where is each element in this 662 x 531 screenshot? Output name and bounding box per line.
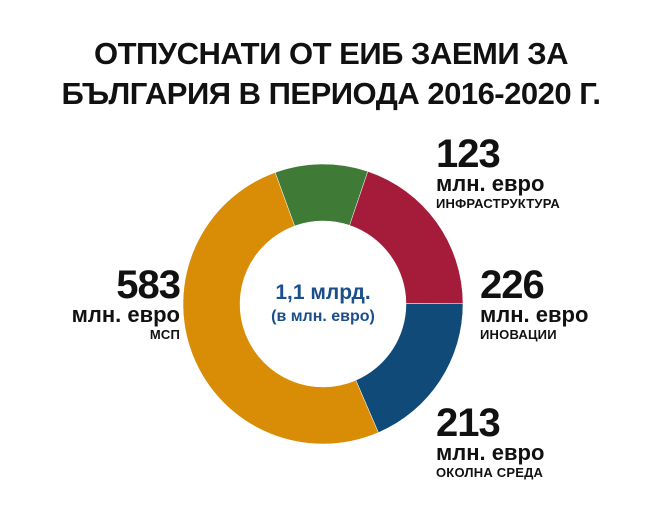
slice-value-innovation: 226 [480,263,545,307]
slice-category-infrastructure: ИНФРАСТРУКТУРА [436,196,561,211]
donut-slice-sme [182,172,379,445]
slice-value-sme: 583 [116,263,181,307]
center-total-label: 1,1 млрд. [275,281,371,304]
slice-unit-innovation: млн. евро [480,302,589,327]
slice-unit-infrastructure: млн. евро [436,171,545,196]
slice-label-environment: 213 млн. евро ОКОЛНА СРЕДА [436,401,545,482]
slice-unit-sme: млн. евро [71,302,180,327]
chart-title-line-2: БЪЛГАРИЯ В ПЕРИОДА 2016-2020 Г. [61,76,601,111]
slice-label-innovation: 226 млн. евро ИНОВАЦИИ [480,263,589,344]
slice-label-infrastructure: 123 млн. евро ИНФРАСТРУКТУРА [436,132,561,213]
slice-value-infrastructure: 123 [436,132,501,176]
slice-value-environment: 213 [436,401,501,445]
slice-category-innovation: ИНОВАЦИИ [480,327,557,342]
slice-unit-environment: млн. евро [436,440,545,465]
slice-category-environment: ОКОЛНА СРЕДА [436,465,544,480]
slice-category-sme: МСП [149,327,180,342]
chart-title-line-1: ОТПУСНАТИ ОТ ЕИБ ЗАЕМИ ЗА [93,36,569,71]
slice-label-sme: 583 млн. евро МСП [20,263,181,344]
center-unit-label: (в млн. евро) [271,308,375,325]
